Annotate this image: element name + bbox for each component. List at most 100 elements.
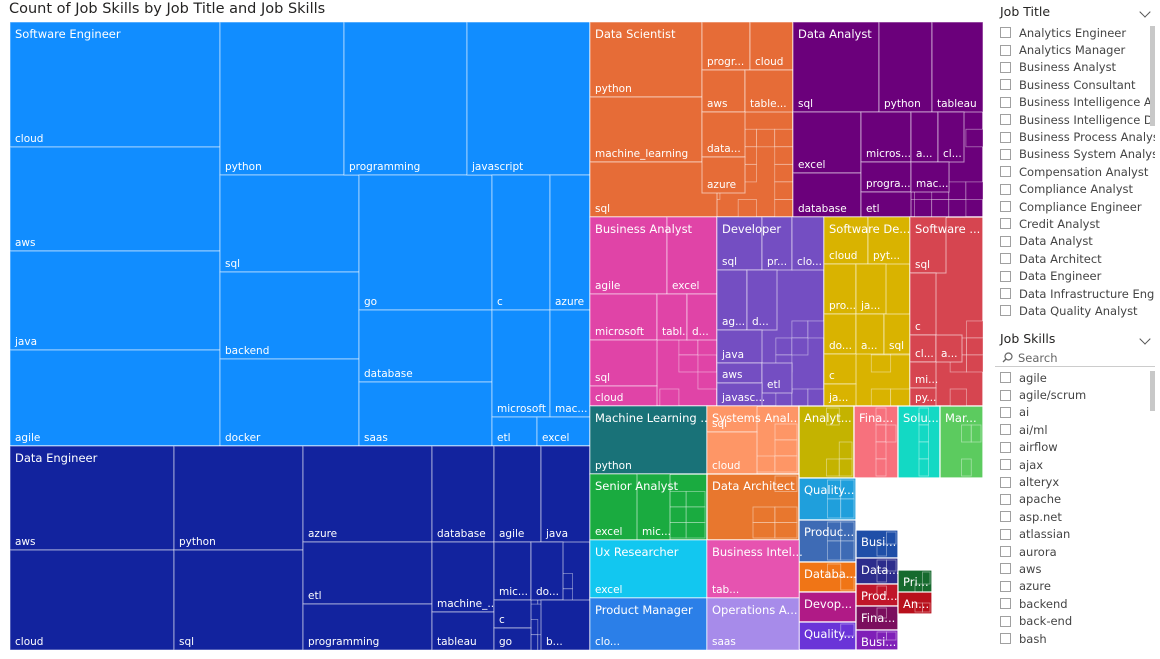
job-title-option[interactable]: Data Architect <box>995 250 1155 267</box>
treemap-cell[interactable] <box>918 441 929 460</box>
job-skills-list[interactable]: agile agile/scrum ai ai/ml airflow ajax altery… <box>995 367 1155 659</box>
skill-tile[interactable] <box>744 69 794 113</box>
skill-tile[interactable] <box>358 174 493 311</box>
group-developer[interactable]: sql pr... clo... ag... d... java aws etljavasc.… <box>716 216 825 407</box>
checkbox[interactable] <box>1000 511 1011 523</box>
job-skill-option[interactable]: back-end <box>995 612 1155 629</box>
chevron-down-icon[interactable] <box>1139 6 1151 18</box>
skill-tile[interactable] <box>493 445 542 543</box>
skill-tile[interactable] <box>706 539 800 599</box>
checkbox[interactable] <box>1000 476 1011 488</box>
treemap-cell[interactable] <box>752 522 776 539</box>
treemap-cell[interactable] <box>966 337 984 356</box>
skill-tile[interactable] <box>823 216 869 265</box>
group-data-architect[interactable]: Data Architect <box>706 473 800 541</box>
group-data-analyst[interactable]: sql python tableau excel database micros... pr… <box>792 21 984 218</box>
skill-tile[interactable] <box>219 271 360 360</box>
skill-tile[interactable] <box>536 416 591 447</box>
treemap-cell[interactable] <box>886 631 897 641</box>
skill-tile[interactable] <box>589 339 658 387</box>
checkbox[interactable] <box>1000 253 1011 265</box>
skill-tile[interactable] <box>686 293 718 341</box>
group-fina[interactable]: Fina... <box>855 605 899 631</box>
skill-tile[interactable] <box>931 21 984 113</box>
checkbox[interactable] <box>1000 27 1011 39</box>
skill-tile[interactable] <box>855 263 887 315</box>
skill-tile[interactable] <box>909 216 947 274</box>
treemap-cell[interactable] <box>678 337 699 356</box>
treemap-cell[interactable] <box>791 388 809 407</box>
checkbox[interactable] <box>1000 389 1011 401</box>
job-skill-option[interactable]: ai/ml <box>995 421 1155 438</box>
skill-tile[interactable] <box>173 445 304 551</box>
checkbox[interactable] <box>1000 598 1011 610</box>
skill-tile[interactable] <box>9 250 221 351</box>
skill-tile[interactable] <box>9 349 221 447</box>
checkbox[interactable] <box>1000 580 1011 592</box>
job-title-slicer[interactable]: Job Title Analytics Engineer Analytics Ma… <box>995 2 1155 322</box>
treemap-cell[interactable] <box>840 623 855 637</box>
job-skill-option[interactable]: agile <box>995 369 1155 386</box>
skill-tile[interactable] <box>636 473 671 541</box>
skill-tile[interactable] <box>302 541 433 605</box>
job-skills-slicer[interactable]: Job Skills Search agile agile/scrum ai ai/m… <box>995 329 1155 659</box>
skill-tile[interactable] <box>855 313 885 355</box>
treemap-cell[interactable] <box>886 531 897 545</box>
checkbox[interactable] <box>1000 44 1011 56</box>
treemap-cell[interactable] <box>774 475 798 492</box>
treemap-cell[interactable] <box>886 559 897 572</box>
treemap-cell[interactable] <box>966 354 984 373</box>
skill-tile[interactable] <box>589 597 708 651</box>
skill-tile[interactable] <box>493 627 532 651</box>
job-title-option[interactable]: Compensation Analyst <box>995 163 1155 180</box>
group-mar[interactable]: Mar... <box>939 405 984 479</box>
skill-tile[interactable] <box>761 362 793 394</box>
job-title-option[interactable]: Business Process Analyst <box>995 128 1155 145</box>
treemap-cell[interactable] <box>922 602 931 613</box>
checkbox[interactable] <box>1000 131 1011 143</box>
skill-tile[interactable] <box>701 156 746 194</box>
checkbox[interactable] <box>1000 201 1011 213</box>
job-skill-option[interactable]: ai <box>995 404 1155 421</box>
skill-tile[interactable] <box>706 405 758 433</box>
treemap-cell[interactable] <box>827 563 842 578</box>
group-operations-a[interactable]: saas Operations A... <box>706 597 800 651</box>
group-an[interactable]: An... <box>897 591 933 615</box>
skill-tile[interactable] <box>219 174 360 273</box>
treemap-cell[interactable] <box>840 576 855 591</box>
job-title-option[interactable]: Analytics Engineer <box>995 24 1155 41</box>
group-produc[interactable]: Produc... <box>798 519 857 563</box>
treemap-cell[interactable] <box>756 128 776 148</box>
skill-tile[interactable] <box>540 599 591 651</box>
skill-tile[interactable] <box>666 216 718 295</box>
treemap-cell[interactable] <box>875 458 887 477</box>
skill-tile[interactable] <box>909 272 937 336</box>
group-analyt[interactable]: Analyt... <box>798 405 855 479</box>
checkbox[interactable] <box>1000 372 1011 384</box>
group-business-intel[interactable]: tab... Business Intel... <box>706 539 803 599</box>
treemap-cell[interactable] <box>965 128 984 148</box>
skill-tile[interactable] <box>589 405 708 475</box>
skill-tile[interactable] <box>823 313 857 355</box>
skill-tile[interactable] <box>530 541 564 601</box>
checkbox[interactable] <box>1000 633 1011 645</box>
treemap-cell[interactable] <box>966 320 984 339</box>
skill-tile[interactable] <box>302 603 433 651</box>
treemap-cell[interactable] <box>774 455 798 473</box>
job-title-option[interactable]: Business Intelligence An... <box>995 94 1155 111</box>
job-title-option[interactable]: Data Engineer <box>995 267 1155 284</box>
job-title-option[interactable]: Business Intelligence De... <box>995 111 1155 128</box>
skill-tile[interactable] <box>549 174 591 311</box>
treemap-cell[interactable] <box>870 354 892 373</box>
skill-tile[interactable] <box>792 111 862 174</box>
checkbox[interactable] <box>1000 288 1011 300</box>
group-quality[interactable]: Quality... <box>798 477 857 521</box>
job-skill-option[interactable]: aurora <box>995 543 1155 560</box>
treemap-cell[interactable] <box>774 128 794 148</box>
skill-tile[interactable] <box>701 21 751 71</box>
job-skill-option[interactable]: bash <box>995 630 1155 647</box>
skill-tile[interactable] <box>431 611 495 651</box>
group-business-analyst[interactable]: agile excel microsoft tabl... d... sql cloud Bu… <box>589 216 718 407</box>
treemap-cell[interactable] <box>948 181 967 200</box>
skill-tile[interactable] <box>823 353 857 385</box>
